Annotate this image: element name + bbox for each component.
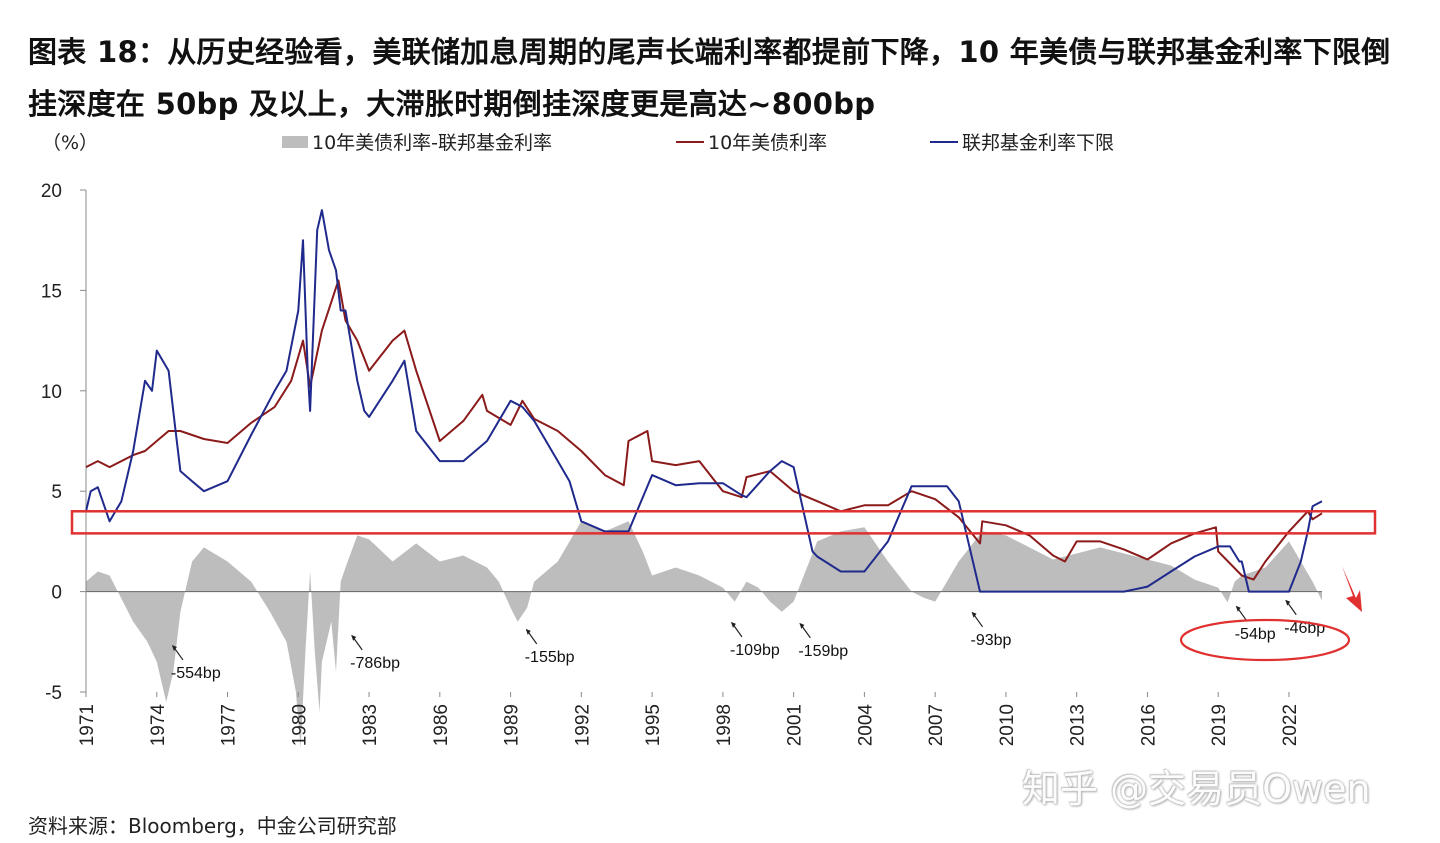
y-unit-label: （%）	[42, 132, 99, 154]
x-tick-label: 1995	[643, 704, 664, 746]
annotation-arrowhead	[171, 644, 177, 651]
x-tick-label: 2007	[926, 704, 947, 746]
x-tick-label: 2010	[997, 704, 1018, 746]
legend-label-spread: 10年美债利率-联邦基金利率	[312, 132, 553, 154]
y-tick-label: -5	[45, 683, 62, 704]
series-spread-area	[86, 521, 1322, 749]
legend-swatch-treasury	[676, 140, 704, 143]
series-treasury-line	[85, 279, 1323, 581]
legend-swatch-fedfunds	[930, 140, 958, 143]
highlight-arrow	[1342, 566, 1362, 612]
legend-label-treasury: 10年美债利率	[708, 132, 828, 154]
x-tick-label: 1989	[502, 704, 523, 746]
series-fedfunds-line	[85, 209, 1323, 593]
annotation-label: -155bp	[525, 649, 575, 666]
y-tick-label: 0	[51, 583, 62, 604]
annotation-label: -54bp	[1235, 626, 1276, 643]
annotation-arrowhead	[525, 628, 531, 635]
x-tick-label: 1986	[431, 704, 452, 746]
x-tick-label: 1998	[714, 704, 735, 746]
x-tick-label: 1992	[572, 704, 593, 746]
y-tick-label: 10	[41, 382, 62, 403]
x-tick-label: 1974	[148, 704, 169, 747]
legend-item-spread: 10年美债利率-联邦基金利率	[282, 128, 552, 155]
x-tick-label: 1971	[77, 704, 98, 746]
annotation-label: -93bp	[971, 632, 1012, 649]
x-tick-label: 2013	[1068, 704, 1089, 746]
annotation-arrowhead	[1235, 605, 1241, 612]
x-tick-label: 1980	[289, 704, 310, 746]
x-tick-label: 2004	[855, 704, 876, 747]
annotation-label: -786bp	[350, 655, 400, 672]
x-tick-label: 1983	[360, 704, 381, 746]
legend-label-fedfunds: 联邦基金利率下限	[962, 132, 1115, 154]
x-tick-label: 1977	[219, 704, 240, 746]
source-note: 资料来源：Bloomberg，中金公司研究部	[28, 814, 397, 838]
x-tick-label: 2019	[1209, 704, 1230, 746]
y-tick-label: 15	[41, 281, 62, 302]
annotation-label: -554bp	[171, 665, 221, 682]
x-tick-label: 2016	[1138, 704, 1159, 746]
legend-item-fedfunds: 联邦基金利率下限	[930, 128, 1114, 155]
annotation-arrowhead	[799, 622, 805, 629]
annotation-label: -159bp	[798, 643, 848, 660]
y-tick-label: 5	[51, 482, 62, 503]
highlight-ellipse	[1179, 618, 1351, 662]
watermark: 知乎 @交易员Owen	[1022, 767, 1371, 811]
legend-item-treasury: 10年美债利率	[676, 128, 827, 155]
x-tick-label: 2001	[785, 704, 806, 746]
annotation-arrowhead	[351, 634, 357, 641]
annotation-label: -109bp	[730, 642, 780, 659]
annotation-arrowhead	[1285, 599, 1291, 606]
y-tick-label: 20	[41, 181, 62, 202]
highlight-band	[70, 510, 1377, 535]
chart-title: 图表 18：从历史经验看，美联储加息周期的尾声长端利率都提前下降，10 年美债与…	[28, 35, 1391, 121]
x-tick-label: 2022	[1280, 704, 1301, 746]
annotation-arrowhead	[971, 611, 977, 618]
annotation-arrowhead	[730, 621, 736, 628]
legend-swatch-spread	[282, 135, 308, 148]
